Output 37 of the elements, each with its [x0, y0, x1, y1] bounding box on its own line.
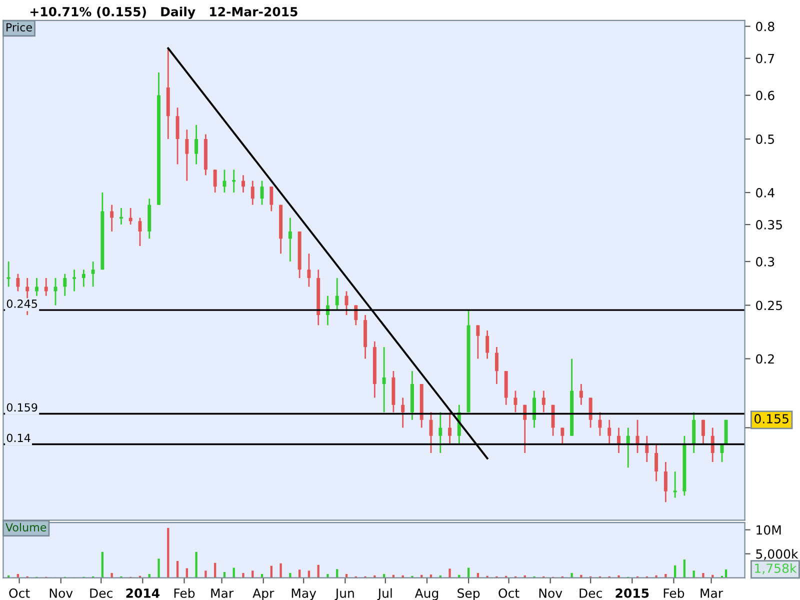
x-tick-label: Mar [211, 588, 234, 598]
x-tick-label: May [292, 588, 316, 600]
x-tick-label: Dec [90, 588, 112, 598]
ref-line-label: 0.245 [6, 300, 38, 308]
y-tick-label: 10M [756, 525, 781, 535]
x-tick-label: Dec [580, 588, 602, 598]
y-tick-label: 0.4 [756, 188, 774, 198]
y-tick-label: 0.3 [756, 256, 774, 266]
y-tick-label: 0.25 [756, 300, 782, 310]
x-tick-label: 2014 [126, 588, 160, 598]
annotation: Volume [6, 522, 46, 532]
x-tick-label: Apr [252, 588, 274, 600]
x-tick-label: 2015 [616, 588, 649, 598]
x-tick-label: Nov [539, 588, 562, 598]
x-tick-label: Oct [9, 588, 30, 598]
annotation: 1,758k [755, 563, 797, 574]
y-tick-label: 0.5 [756, 134, 774, 144]
annotation: Price [6, 22, 32, 32]
x-tick-label: Feb [664, 588, 684, 598]
x-tick-label: Mar [700, 588, 724, 598]
x-tick-label: Oct [498, 588, 520, 598]
y-tick-label: 0.6 [756, 90, 774, 100]
x-tick-label: Jun [334, 588, 354, 600]
y-tick-label: 5,000k [756, 549, 798, 560]
y-tick-label: 0.2 [756, 354, 774, 364]
y-tick-label: 0.35 [756, 220, 782, 230]
chart-title: +10.71% (0.155) Daily 12-Mar-2015 [30, 6, 298, 19]
annotation: 0.155 [754, 414, 788, 424]
ref-line-label: 0.14 [6, 434, 30, 442]
x-tick-label: Aug [414, 588, 438, 600]
y-tick-label: 0.7 [756, 54, 774, 64]
x-tick-label: Feb [174, 588, 195, 598]
y-tick-label: 0.8 [756, 22, 774, 32]
x-tick-label: Jul [377, 588, 392, 600]
x-tick-label: Nov [50, 588, 73, 598]
x-tick-label: Sep [458, 588, 480, 600]
ref-line-label: 0.159 [6, 403, 38, 412]
